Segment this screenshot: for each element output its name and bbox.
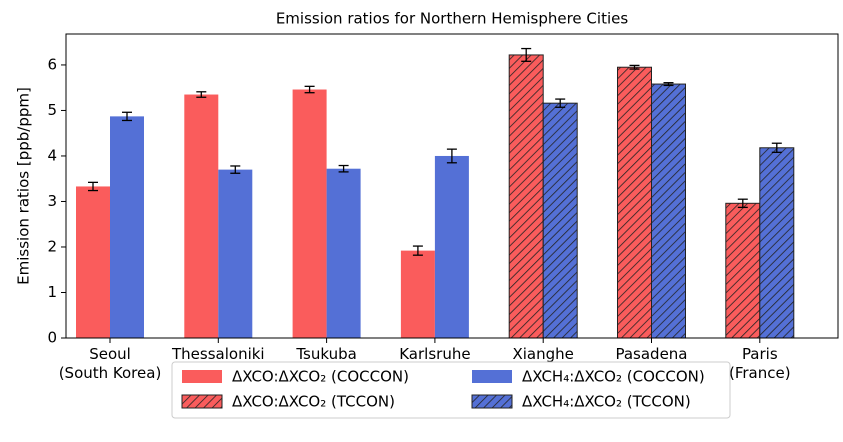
plot-frame — [65, 33, 839, 339]
legend-swatch — [182, 370, 222, 383]
x-tick-label: Seoul (South Korea) — [59, 345, 162, 382]
chart-title: Emission ratios for Northern Hemisphere … — [276, 10, 629, 28]
bar — [110, 116, 144, 339]
legend-label: ΔXCO:ΔXCO₂ (TCCON) — [232, 393, 395, 411]
x-tick-label-line: Paris — [742, 345, 778, 363]
legend-swatch-hatch — [471, 394, 513, 409]
x-tick-label: Paris (France) — [729, 345, 791, 382]
bar — [76, 186, 110, 338]
x-tick-label-line: Karlsruhe — [399, 345, 470, 363]
y-tick-label: 4 — [47, 146, 57, 164]
y-tick-label: 3 — [47, 192, 57, 210]
bar-hatch — [542, 102, 578, 339]
y-tick-label: 1 — [47, 283, 57, 301]
bar-hatch — [617, 66, 652, 339]
bar — [326, 168, 361, 338]
legend-swatch — [472, 370, 512, 383]
legend-label: ΔXCH₄:ΔXCO₂ (COCCON) — [522, 368, 705, 386]
x-tick-label-line: Thessaloniki — [171, 345, 265, 363]
y-tick-label: 0 — [47, 329, 57, 347]
y-axis-label: Emission ratios [ppb/ppm] — [15, 87, 33, 285]
legend-label: ΔXCO:ΔXCO₂ (COCCON) — [232, 368, 409, 386]
y-tick-label: 2 — [47, 237, 57, 255]
bar-hatch — [759, 147, 795, 339]
bar-hatch — [651, 83, 686, 339]
legend-label: ΔXCH₄:ΔXCO₂ (TCCON) — [522, 393, 691, 411]
x-tick-label-line: (South Korea) — [59, 364, 162, 382]
legend-box — [171, 361, 731, 419]
bar — [292, 89, 327, 338]
x-tick-label-line: Tsukuba — [295, 345, 356, 363]
x-tick-label-line: Pasadena — [615, 345, 687, 363]
bar-hatch — [508, 54, 544, 339]
y-tick-label: 6 — [47, 55, 57, 73]
bar — [434, 155, 469, 338]
x-tick-label-line: Xianghe — [512, 345, 573, 363]
y-tick-label: 5 — [47, 101, 57, 119]
bar — [184, 94, 219, 338]
bar — [400, 250, 435, 338]
legend-swatch-hatch — [181, 394, 223, 409]
bar-hatch — [725, 202, 761, 339]
bar — [218, 169, 253, 338]
x-tick-label-line: Seoul — [89, 345, 131, 363]
x-tick-label-line: (France) — [729, 364, 791, 382]
